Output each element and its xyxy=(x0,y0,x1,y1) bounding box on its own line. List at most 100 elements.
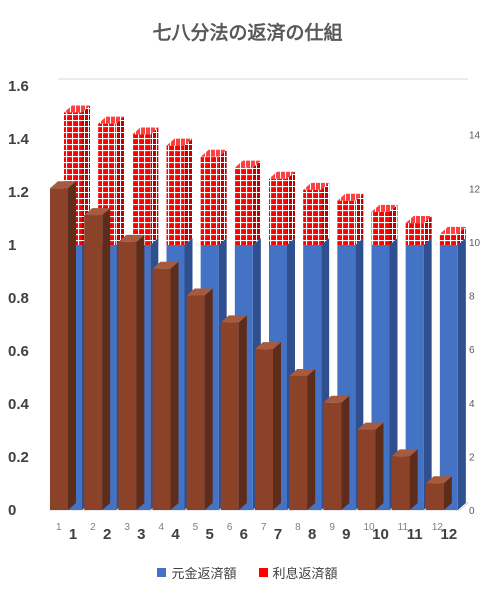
x-front-tick-label-8: 9 xyxy=(329,522,335,533)
front-bar-11 xyxy=(425,483,444,510)
front-bar-7 xyxy=(289,375,308,510)
principal-bar-10 xyxy=(405,245,424,510)
y-primary-tick-label-3: 0.6 xyxy=(8,343,29,360)
front-top-2 xyxy=(118,234,145,242)
y-secondary-tick-label-1: 2 xyxy=(469,452,475,463)
interest-top-0 xyxy=(64,105,90,113)
x-back-tick-label-1: 2 xyxy=(103,526,111,543)
y-secondary-tick-label-4: 8 xyxy=(469,292,475,303)
x-back-tick-label-6: 7 xyxy=(274,526,282,543)
x-back-tick-label-11: 12 xyxy=(440,526,457,543)
interest-top-8 xyxy=(337,193,364,201)
principal-side-9 xyxy=(389,238,398,510)
legend-item-interest: 利息返済額 xyxy=(258,563,338,582)
x-front-tick-label-3: 4 xyxy=(159,522,165,533)
interest-side-2 xyxy=(150,127,159,245)
front-series xyxy=(50,181,452,510)
x-back-tick-label-3: 4 xyxy=(171,526,180,543)
interest-side-9 xyxy=(389,204,398,245)
interest-bar-11 xyxy=(439,233,458,245)
front-bar-5 xyxy=(220,322,239,510)
legend: 元金返済額 利息返済額 xyxy=(0,563,495,582)
interest-side-0 xyxy=(82,105,90,245)
y-primary-tick-label-5: 1 xyxy=(8,237,16,254)
front-side-6 xyxy=(273,342,281,510)
y-primary-tick-label-2: 0.4 xyxy=(8,396,30,413)
interest-top-10 xyxy=(405,216,432,224)
interest-side-4 xyxy=(218,149,227,245)
interest-top-2 xyxy=(132,127,159,135)
interest-bar-3 xyxy=(166,145,185,245)
front-top-9 xyxy=(357,422,384,430)
interest-bar-4 xyxy=(200,156,219,245)
x-front-tick-label-11: 12 xyxy=(432,522,444,533)
front-side-0 xyxy=(68,181,76,510)
x-front-tick-label-7: 8 xyxy=(295,522,301,533)
front-top-10 xyxy=(391,449,418,457)
legend-swatch-principal xyxy=(157,568,167,577)
chart-title: 七八分法の返済の仕組 xyxy=(152,22,343,44)
interest-side-5 xyxy=(252,160,261,245)
front-bar-9 xyxy=(357,429,376,510)
front-bar-10 xyxy=(391,456,410,510)
y-primary-tick-label-0: 0 xyxy=(8,502,16,519)
x-front-tick-label-2: 3 xyxy=(124,522,130,533)
interest-top-4 xyxy=(200,149,227,157)
front-side-10 xyxy=(409,449,418,510)
principal-bar-11 xyxy=(439,245,458,510)
front-side-7 xyxy=(307,368,316,510)
x-front-tick-label-0: 1 xyxy=(56,522,62,533)
interest-bar-2 xyxy=(132,134,151,245)
interest-top-1 xyxy=(98,116,125,124)
y-primary-tick-label-4: 0.8 xyxy=(8,290,29,307)
front-bar-1 xyxy=(84,215,103,510)
principal-side-11 xyxy=(457,238,466,510)
x-back-tick-label-0: 1 xyxy=(69,526,77,543)
interest-side-1 xyxy=(116,116,125,245)
legend-label-interest: 利息返済額 xyxy=(272,567,338,582)
interest-top-9 xyxy=(371,204,398,212)
y-secondary-tick-label-3: 6 xyxy=(469,345,475,356)
front-bar-3 xyxy=(152,268,171,510)
legend-item-principal: 元金返済額 xyxy=(157,563,237,582)
front-top-4 xyxy=(186,288,213,296)
x-front-tick-label-9: 10 xyxy=(364,522,376,533)
interest-bar-6 xyxy=(269,178,287,245)
interest-side-7 xyxy=(321,182,330,245)
x-front-tick-label-10: 11 xyxy=(398,522,409,533)
x-back-tick-label-4: 5 xyxy=(205,526,213,543)
interest-top-3 xyxy=(166,138,193,146)
front-side-11 xyxy=(443,476,452,510)
interest-top-5 xyxy=(234,160,261,168)
front-side-9 xyxy=(375,422,384,510)
front-top-11 xyxy=(425,476,452,484)
legend-label-principal: 元金返済額 xyxy=(171,567,237,582)
x-front-tick-label-4: 5 xyxy=(193,522,199,533)
front-bar-6 xyxy=(255,349,273,510)
front-bar-8 xyxy=(323,402,342,510)
y-secondary-tick-label-2: 4 xyxy=(469,399,475,410)
principal-side-10 xyxy=(423,238,432,510)
front-bar-0 xyxy=(50,188,68,510)
x-front-tick-label-6: 7 xyxy=(261,522,267,533)
interest-top-11 xyxy=(439,226,466,234)
front-top-1 xyxy=(84,208,111,216)
front-top-0 xyxy=(50,181,76,189)
y-secondary-tick-label-5: 10 xyxy=(469,238,481,249)
y-primary-tick-label-6: 1.2 xyxy=(8,184,29,201)
front-top-5 xyxy=(220,315,247,323)
interest-top-6 xyxy=(269,171,295,179)
front-bar-4 xyxy=(186,295,205,510)
x-back-tick-label-2: 3 xyxy=(137,526,145,543)
x-back-tick-label-10: 11 xyxy=(407,526,423,543)
interest-top-7 xyxy=(303,182,330,190)
interest-bar-7 xyxy=(303,189,322,245)
interest-bar-10 xyxy=(405,223,424,245)
front-bar-2 xyxy=(118,241,137,510)
front-side-5 xyxy=(238,315,247,510)
x-back-tick-label-7: 8 xyxy=(308,526,316,543)
x-back-tick-label-5: 6 xyxy=(240,526,248,543)
interest-side-10 xyxy=(423,216,432,245)
